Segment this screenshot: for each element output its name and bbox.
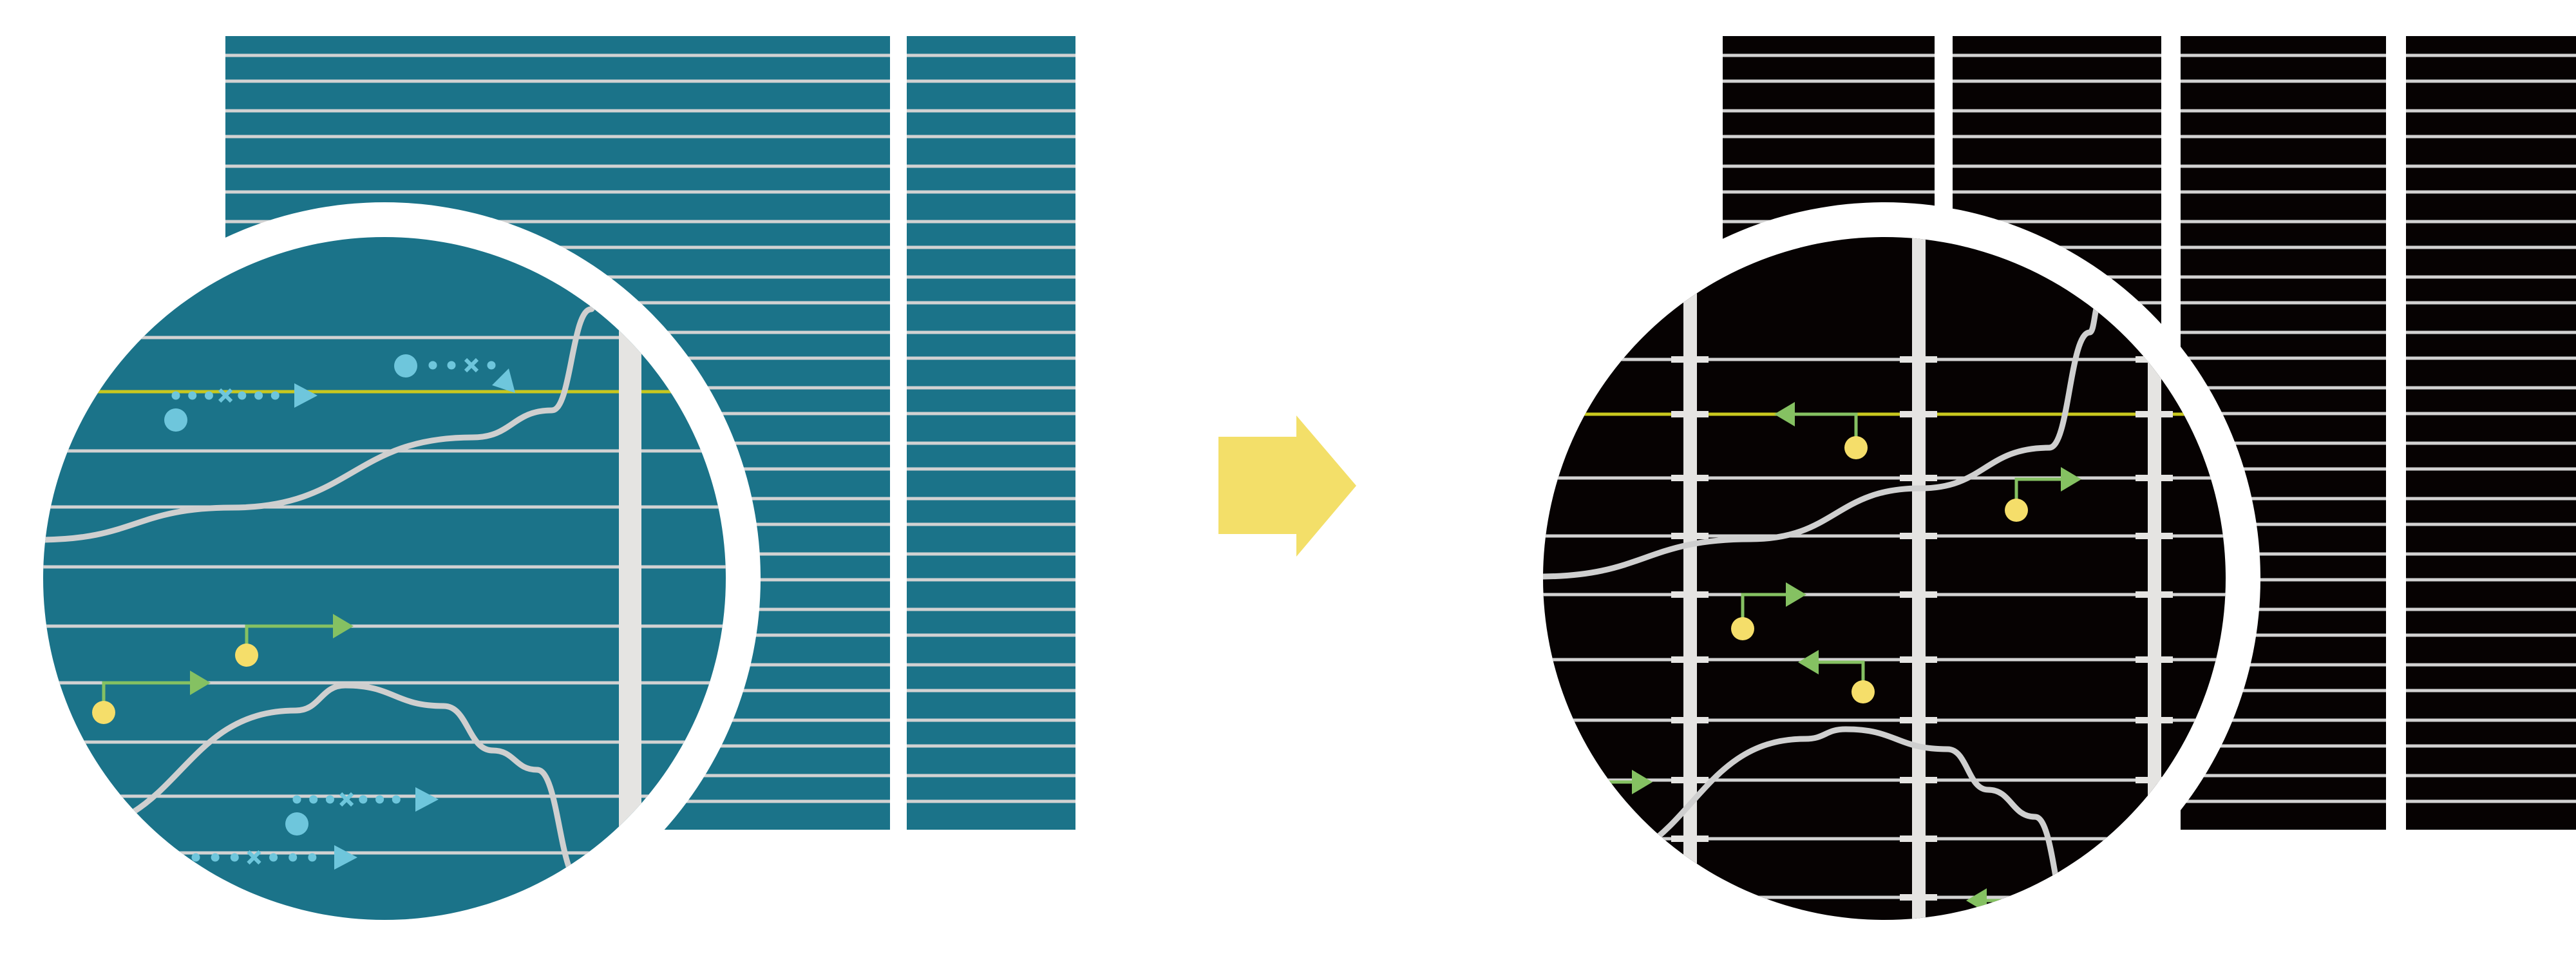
dotted-arrow <box>285 787 439 836</box>
tick-mark <box>2136 894 2173 901</box>
trail-dot <box>230 853 239 862</box>
trail-dot <box>171 391 180 400</box>
arrowhead-icon <box>2061 467 2081 492</box>
tick-mark <box>1671 356 1709 363</box>
tick-mark <box>1900 591 1937 598</box>
arrowhead-icon <box>1632 770 1653 794</box>
trail-dot <box>289 853 298 862</box>
particle-dot <box>394 354 417 377</box>
tick-mark <box>2136 475 2173 481</box>
marker-dot <box>92 701 115 724</box>
tick-mark <box>2136 777 2173 783</box>
tick-mark <box>1900 894 1937 901</box>
green-arrow <box>235 614 354 667</box>
tick-mark <box>1900 656 1937 663</box>
transition-arrow <box>1218 415 1356 557</box>
tick-mark <box>1900 533 1937 539</box>
arrowhead-icon <box>1774 402 1795 426</box>
vertical-bar <box>619 237 641 920</box>
left-panel <box>8 36 1075 955</box>
trail-dot <box>325 795 334 804</box>
trail-dot <box>254 391 263 400</box>
particle-dot <box>164 408 187 432</box>
magnified-background <box>43 237 726 920</box>
arrowhead-icon <box>190 671 211 695</box>
trail-dot <box>447 361 456 370</box>
trail-dot <box>359 795 368 804</box>
cross-mark-icon <box>339 792 354 807</box>
trajectory-curve <box>64 682 596 920</box>
trajectory-curve <box>1577 726 2078 920</box>
trail-dot <box>308 853 317 862</box>
vertical-bar <box>1683 237 1697 920</box>
tick-mark <box>1671 836 1709 842</box>
trajectory-curve <box>43 274 602 543</box>
particle-dot <box>285 812 308 836</box>
arrowhead-icon <box>333 614 354 638</box>
arrowhead-icon <box>334 845 357 870</box>
trail-dot <box>392 795 401 804</box>
trail-dot <box>191 853 200 862</box>
tick-mark <box>1671 777 1709 783</box>
arrowhead-icon <box>492 368 515 393</box>
right-panel <box>1508 36 2576 955</box>
green-arrow <box>1774 402 1868 459</box>
vertical-bar <box>2148 237 2161 920</box>
trail-dot <box>269 853 278 862</box>
marker-dot <box>1844 436 1868 459</box>
tick-mark <box>1671 411 1709 417</box>
column-gap <box>890 36 907 830</box>
cross-mark-icon <box>247 850 261 865</box>
trail-dot <box>188 391 197 400</box>
marker-dot <box>235 644 258 667</box>
trail-dot <box>292 795 301 804</box>
trail-dot <box>211 853 220 862</box>
arrowhead-icon <box>294 383 317 408</box>
trail-dot <box>270 391 279 400</box>
tick-mark <box>1900 836 1937 842</box>
dotted-arrow <box>164 383 317 432</box>
tick-mark <box>1900 475 1937 481</box>
tick-mark <box>2136 591 2173 598</box>
vertical-bar <box>1912 237 1926 920</box>
marker-dot <box>2005 499 2028 522</box>
green-arrow <box>92 671 211 724</box>
grid-column <box>2406 36 2576 830</box>
tick-mark <box>1671 717 1709 723</box>
trail-dot <box>487 361 496 370</box>
trail-dot <box>238 391 247 400</box>
tick-mark <box>1900 777 1937 783</box>
arrowhead-icon <box>415 787 439 812</box>
cross-mark-icon <box>218 388 233 403</box>
arrow-right-icon <box>1218 415 1356 557</box>
marker-dot <box>1852 680 1875 703</box>
marker-dot <box>1731 617 1754 640</box>
green-arrow <box>1731 582 1806 640</box>
dotted-arrow <box>394 354 515 393</box>
tick-mark <box>2136 533 2173 539</box>
green-arrow <box>2005 467 2081 522</box>
arrowhead-icon <box>1786 582 1806 607</box>
green-arrow <box>1798 650 1875 703</box>
tick-mark <box>1900 717 1937 723</box>
trajectory-curve <box>1543 300 2103 580</box>
magnified-background <box>1543 237 2226 920</box>
magnified-view <box>43 237 726 920</box>
arrowhead-icon <box>1798 650 1819 674</box>
tick-mark <box>1900 411 1937 417</box>
tick-mark <box>1671 656 1709 663</box>
trail-dot <box>428 361 437 370</box>
tick-mark <box>2136 717 2173 723</box>
tick-mark <box>1671 591 1709 598</box>
tick-mark <box>2136 656 2173 663</box>
tick-mark <box>1671 533 1709 539</box>
cross-mark-icon <box>464 358 479 373</box>
trail-dot <box>375 795 384 804</box>
tick-mark <box>1671 475 1709 481</box>
trail-dot <box>309 795 318 804</box>
tick-mark <box>2136 411 2173 417</box>
trail-dot <box>204 391 213 400</box>
tick-mark <box>1900 356 1937 363</box>
